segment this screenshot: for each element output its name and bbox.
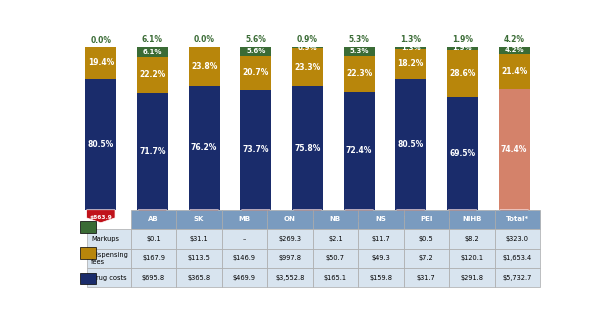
- Bar: [395, 47, 427, 49]
- Text: 1.9%: 1.9%: [452, 36, 473, 45]
- Text: 22.3%: 22.3%: [346, 69, 372, 78]
- Polygon shape: [138, 210, 167, 223]
- Text: 6.1%: 6.1%: [142, 36, 163, 45]
- Bar: [241, 47, 271, 56]
- Text: $510.4: $510.4: [141, 215, 164, 220]
- Text: $7,709.2: $7,709.2: [500, 215, 529, 220]
- Text: 22.2%: 22.2%: [139, 70, 166, 79]
- Polygon shape: [448, 210, 477, 223]
- Text: 23.3%: 23.3%: [295, 63, 320, 72]
- Text: 4.2%: 4.2%: [503, 36, 524, 45]
- Text: 71.7%: 71.7%: [139, 147, 166, 156]
- Bar: [395, 49, 427, 79]
- Bar: [499, 89, 530, 210]
- Polygon shape: [500, 210, 529, 223]
- Bar: [137, 47, 168, 57]
- Text: $39.4: $39.4: [401, 215, 420, 220]
- Bar: [344, 56, 374, 92]
- Bar: [188, 86, 220, 210]
- Bar: [499, 47, 530, 54]
- Bar: [344, 92, 374, 210]
- Text: $217.9: $217.9: [296, 215, 319, 220]
- Text: $4,819.9: $4,819.9: [241, 215, 271, 220]
- Text: $616.8: $616.8: [193, 215, 215, 220]
- Bar: [292, 47, 323, 48]
- Text: $220.8: $220.8: [348, 215, 371, 220]
- Text: 73.7%: 73.7%: [242, 145, 269, 154]
- Text: 1.9%: 1.9%: [452, 46, 472, 51]
- Polygon shape: [242, 210, 270, 223]
- Bar: [137, 93, 168, 210]
- Text: 20.7%: 20.7%: [242, 68, 269, 78]
- Text: 18.2%: 18.2%: [398, 59, 424, 68]
- Bar: [344, 47, 374, 56]
- Text: 4.2%: 4.2%: [505, 47, 524, 53]
- Bar: [85, 47, 116, 79]
- Text: $863.9: $863.9: [89, 215, 112, 220]
- Bar: [447, 47, 478, 50]
- Text: 74.4%: 74.4%: [501, 145, 527, 154]
- Bar: [137, 57, 168, 93]
- Text: 0.9%: 0.9%: [298, 45, 317, 51]
- Polygon shape: [397, 210, 425, 223]
- Text: 5.6%: 5.6%: [246, 48, 266, 55]
- Text: 6.1%: 6.1%: [143, 49, 162, 55]
- Text: 5.3%: 5.3%: [349, 36, 370, 45]
- Text: 69.5%: 69.5%: [449, 149, 476, 158]
- Polygon shape: [86, 210, 115, 223]
- Bar: [80, 247, 96, 259]
- Bar: [80, 221, 96, 233]
- Polygon shape: [293, 210, 322, 223]
- Text: 72.4%: 72.4%: [346, 146, 373, 155]
- Bar: [292, 48, 323, 86]
- Text: 19.4%: 19.4%: [88, 58, 114, 68]
- Bar: [447, 97, 478, 210]
- Polygon shape: [345, 210, 373, 223]
- Text: 0.0%: 0.0%: [91, 36, 112, 45]
- Text: 80.5%: 80.5%: [88, 140, 114, 149]
- Bar: [188, 47, 220, 86]
- Text: 0.0%: 0.0%: [194, 36, 215, 45]
- Bar: [85, 79, 116, 210]
- Bar: [395, 79, 427, 210]
- Text: 1.3%: 1.3%: [400, 36, 421, 45]
- Polygon shape: [190, 210, 218, 223]
- Bar: [241, 90, 271, 210]
- Text: 21.4%: 21.4%: [501, 67, 527, 76]
- Text: 1.3%: 1.3%: [401, 45, 421, 51]
- Text: $420.0: $420.0: [451, 215, 474, 220]
- Text: 80.5%: 80.5%: [398, 140, 424, 149]
- Text: 0.9%: 0.9%: [297, 36, 318, 45]
- Bar: [499, 54, 530, 89]
- Text: 28.6%: 28.6%: [449, 69, 476, 78]
- Text: 76.2%: 76.2%: [191, 143, 217, 152]
- Text: 5.6%: 5.6%: [245, 36, 266, 45]
- Text: 23.8%: 23.8%: [191, 62, 217, 71]
- Text: 75.8%: 75.8%: [295, 143, 320, 152]
- Bar: [447, 50, 478, 97]
- Bar: [80, 273, 96, 284]
- Bar: [292, 86, 323, 210]
- Text: 5.3%: 5.3%: [349, 48, 369, 54]
- Bar: [241, 56, 271, 90]
